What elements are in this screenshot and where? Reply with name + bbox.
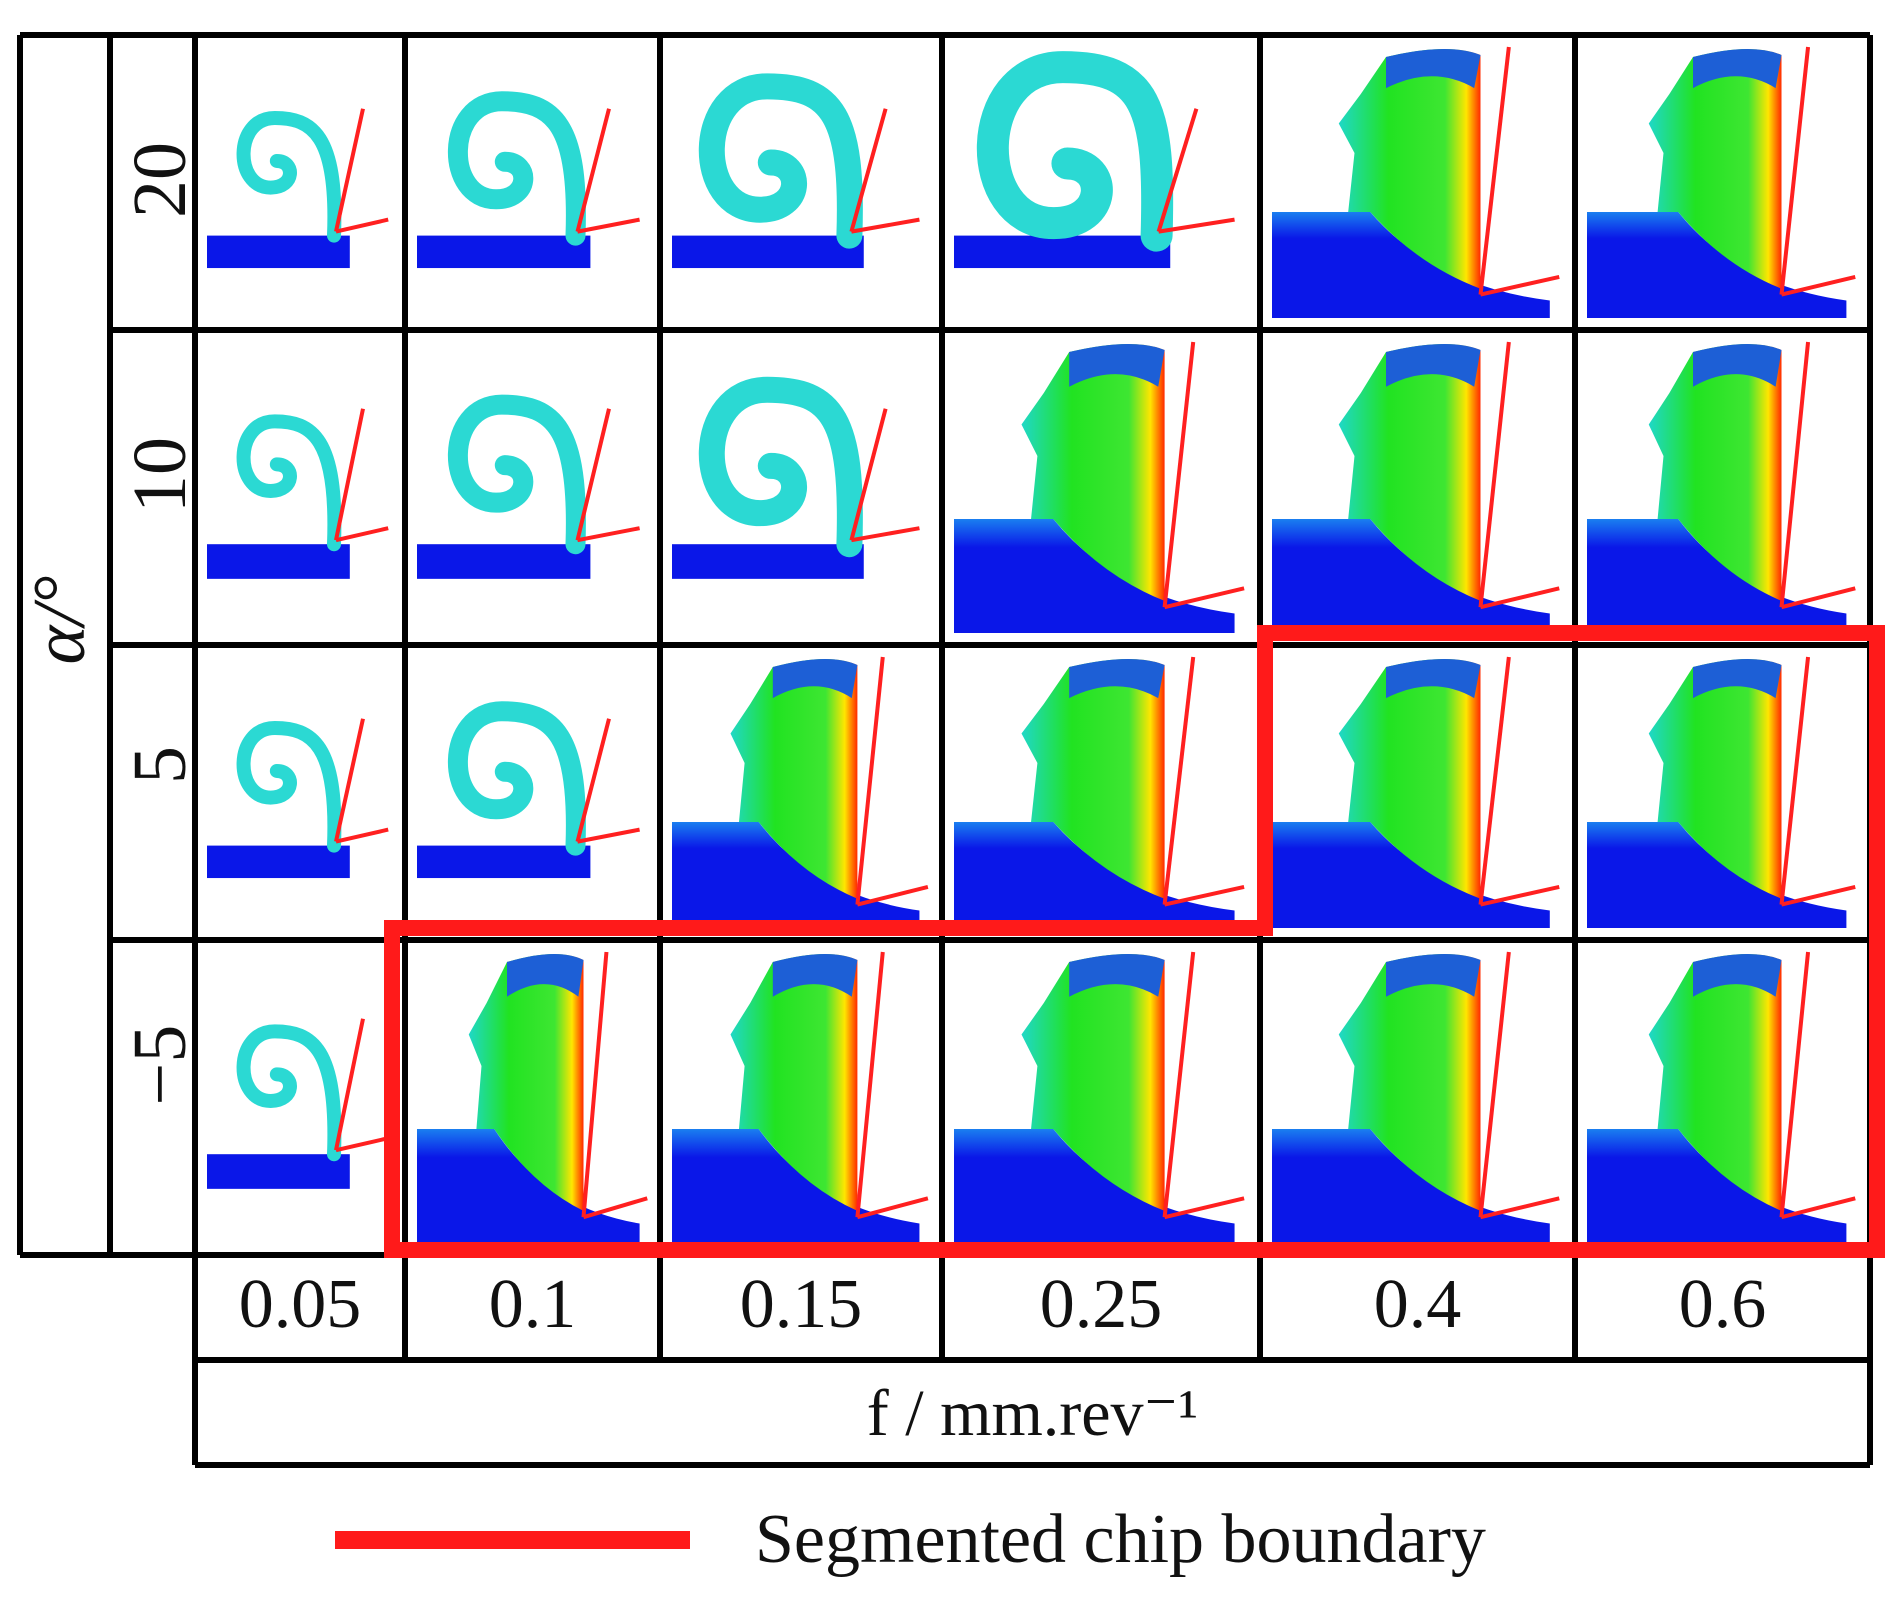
sim-cell-r1-c3 <box>954 341 1245 633</box>
sim-cell-r0-c3 <box>954 51 1235 269</box>
sim-cell-r0-c2 <box>672 73 920 269</box>
y-axis-label: α/° <box>18 575 101 665</box>
sim-cell-r2-c5 <box>1587 656 1856 928</box>
sim-cell-r0-c1 <box>417 91 640 269</box>
row-label-10: 10 <box>117 437 202 513</box>
sim-cell-r1-c5 <box>1587 341 1856 633</box>
col-label-0-1: 0.1 <box>488 1266 577 1343</box>
x-axis-label: f / mm.rev⁻¹ <box>866 1376 1199 1450</box>
sim-cell-r2-c0 <box>207 718 389 879</box>
sim-cell-r1-c2 <box>672 376 920 579</box>
sim-cell-r3-c5 <box>1587 951 1856 1243</box>
row-label-20: 20 <box>117 142 202 218</box>
simulation-cells <box>207 46 1856 1243</box>
sim-cell-r0-c0 <box>207 108 389 269</box>
sim-cell-r3-c0 <box>207 1018 389 1189</box>
sim-cell-r1-c4 <box>1272 341 1560 633</box>
sim-cell-r2-c4 <box>1272 656 1560 928</box>
sim-cell-r2-c1 <box>417 701 640 879</box>
sim-cell-r3-c3 <box>954 951 1245 1243</box>
col-label-0-05: 0.05 <box>238 1266 362 1343</box>
col-label-0-4: 0.4 <box>1373 1266 1462 1343</box>
sim-cell-r2-c2 <box>672 656 929 928</box>
segmented-chip-boundary-line <box>384 625 1885 1258</box>
sim-cell-r3-c1 <box>417 951 648 1243</box>
sim-cell-r3-c4 <box>1272 951 1560 1243</box>
sim-cell-r2-c3 <box>954 656 1245 928</box>
sim-cell-r3-c2 <box>672 951 929 1243</box>
sim-cell-r1-c1 <box>417 394 640 579</box>
col-label-0-25: 0.25 <box>1039 1266 1163 1343</box>
legend-label: Segmented chip boundary <box>755 1501 1486 1578</box>
row-label-5: 5 <box>117 746 202 784</box>
col-label-0-15: 0.15 <box>739 1266 863 1343</box>
sim-cell-r0-c4 <box>1272 46 1560 318</box>
row-label-minus5: −5 <box>117 1024 202 1106</box>
sim-cell-r0-c5 <box>1587 46 1856 318</box>
sim-cell-r1-c0 <box>207 408 389 579</box>
col-label-0-6: 0.6 <box>1678 1266 1767 1343</box>
